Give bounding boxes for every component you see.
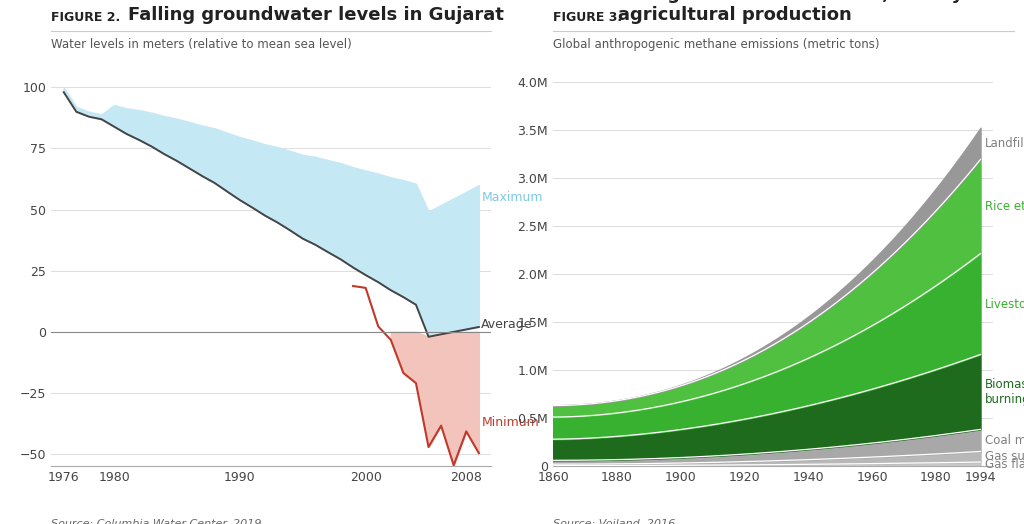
Text: Rising methane emissions, mostly from
agricultural production: Rising methane emissions, mostly from ag… bbox=[617, 0, 1017, 24]
Text: Minimum: Minimum bbox=[481, 416, 539, 429]
Text: Water levels in meters (relative to mean sea level): Water levels in meters (relative to mean… bbox=[51, 38, 352, 51]
Text: Coal mining: Coal mining bbox=[985, 434, 1024, 447]
Text: Gas supply: Gas supply bbox=[985, 450, 1024, 463]
Text: Rice etc.: Rice etc. bbox=[985, 200, 1024, 213]
Text: Source: Columbia Water Center, 2019.: Source: Columbia Water Center, 2019. bbox=[51, 519, 265, 524]
Text: FIGURE 3.: FIGURE 3. bbox=[553, 10, 627, 24]
Text: Livestock: Livestock bbox=[985, 298, 1024, 311]
Text: Source: Voiland, 2016.: Source: Voiland, 2016. bbox=[553, 519, 679, 524]
Text: Landfills: Landfills bbox=[985, 137, 1024, 150]
Text: Falling groundwater levels in Gujarat: Falling groundwater levels in Gujarat bbox=[128, 6, 504, 24]
Text: Biomass
burning: Biomass burning bbox=[985, 378, 1024, 406]
Text: Global anthropogenic methane emissions (metric tons): Global anthropogenic methane emissions (… bbox=[553, 38, 880, 51]
Text: Maximum: Maximum bbox=[481, 191, 543, 204]
Text: Gas flaring: Gas flaring bbox=[985, 457, 1024, 471]
Text: Average: Average bbox=[481, 318, 532, 331]
Text: FIGURE 2.: FIGURE 2. bbox=[51, 10, 125, 24]
